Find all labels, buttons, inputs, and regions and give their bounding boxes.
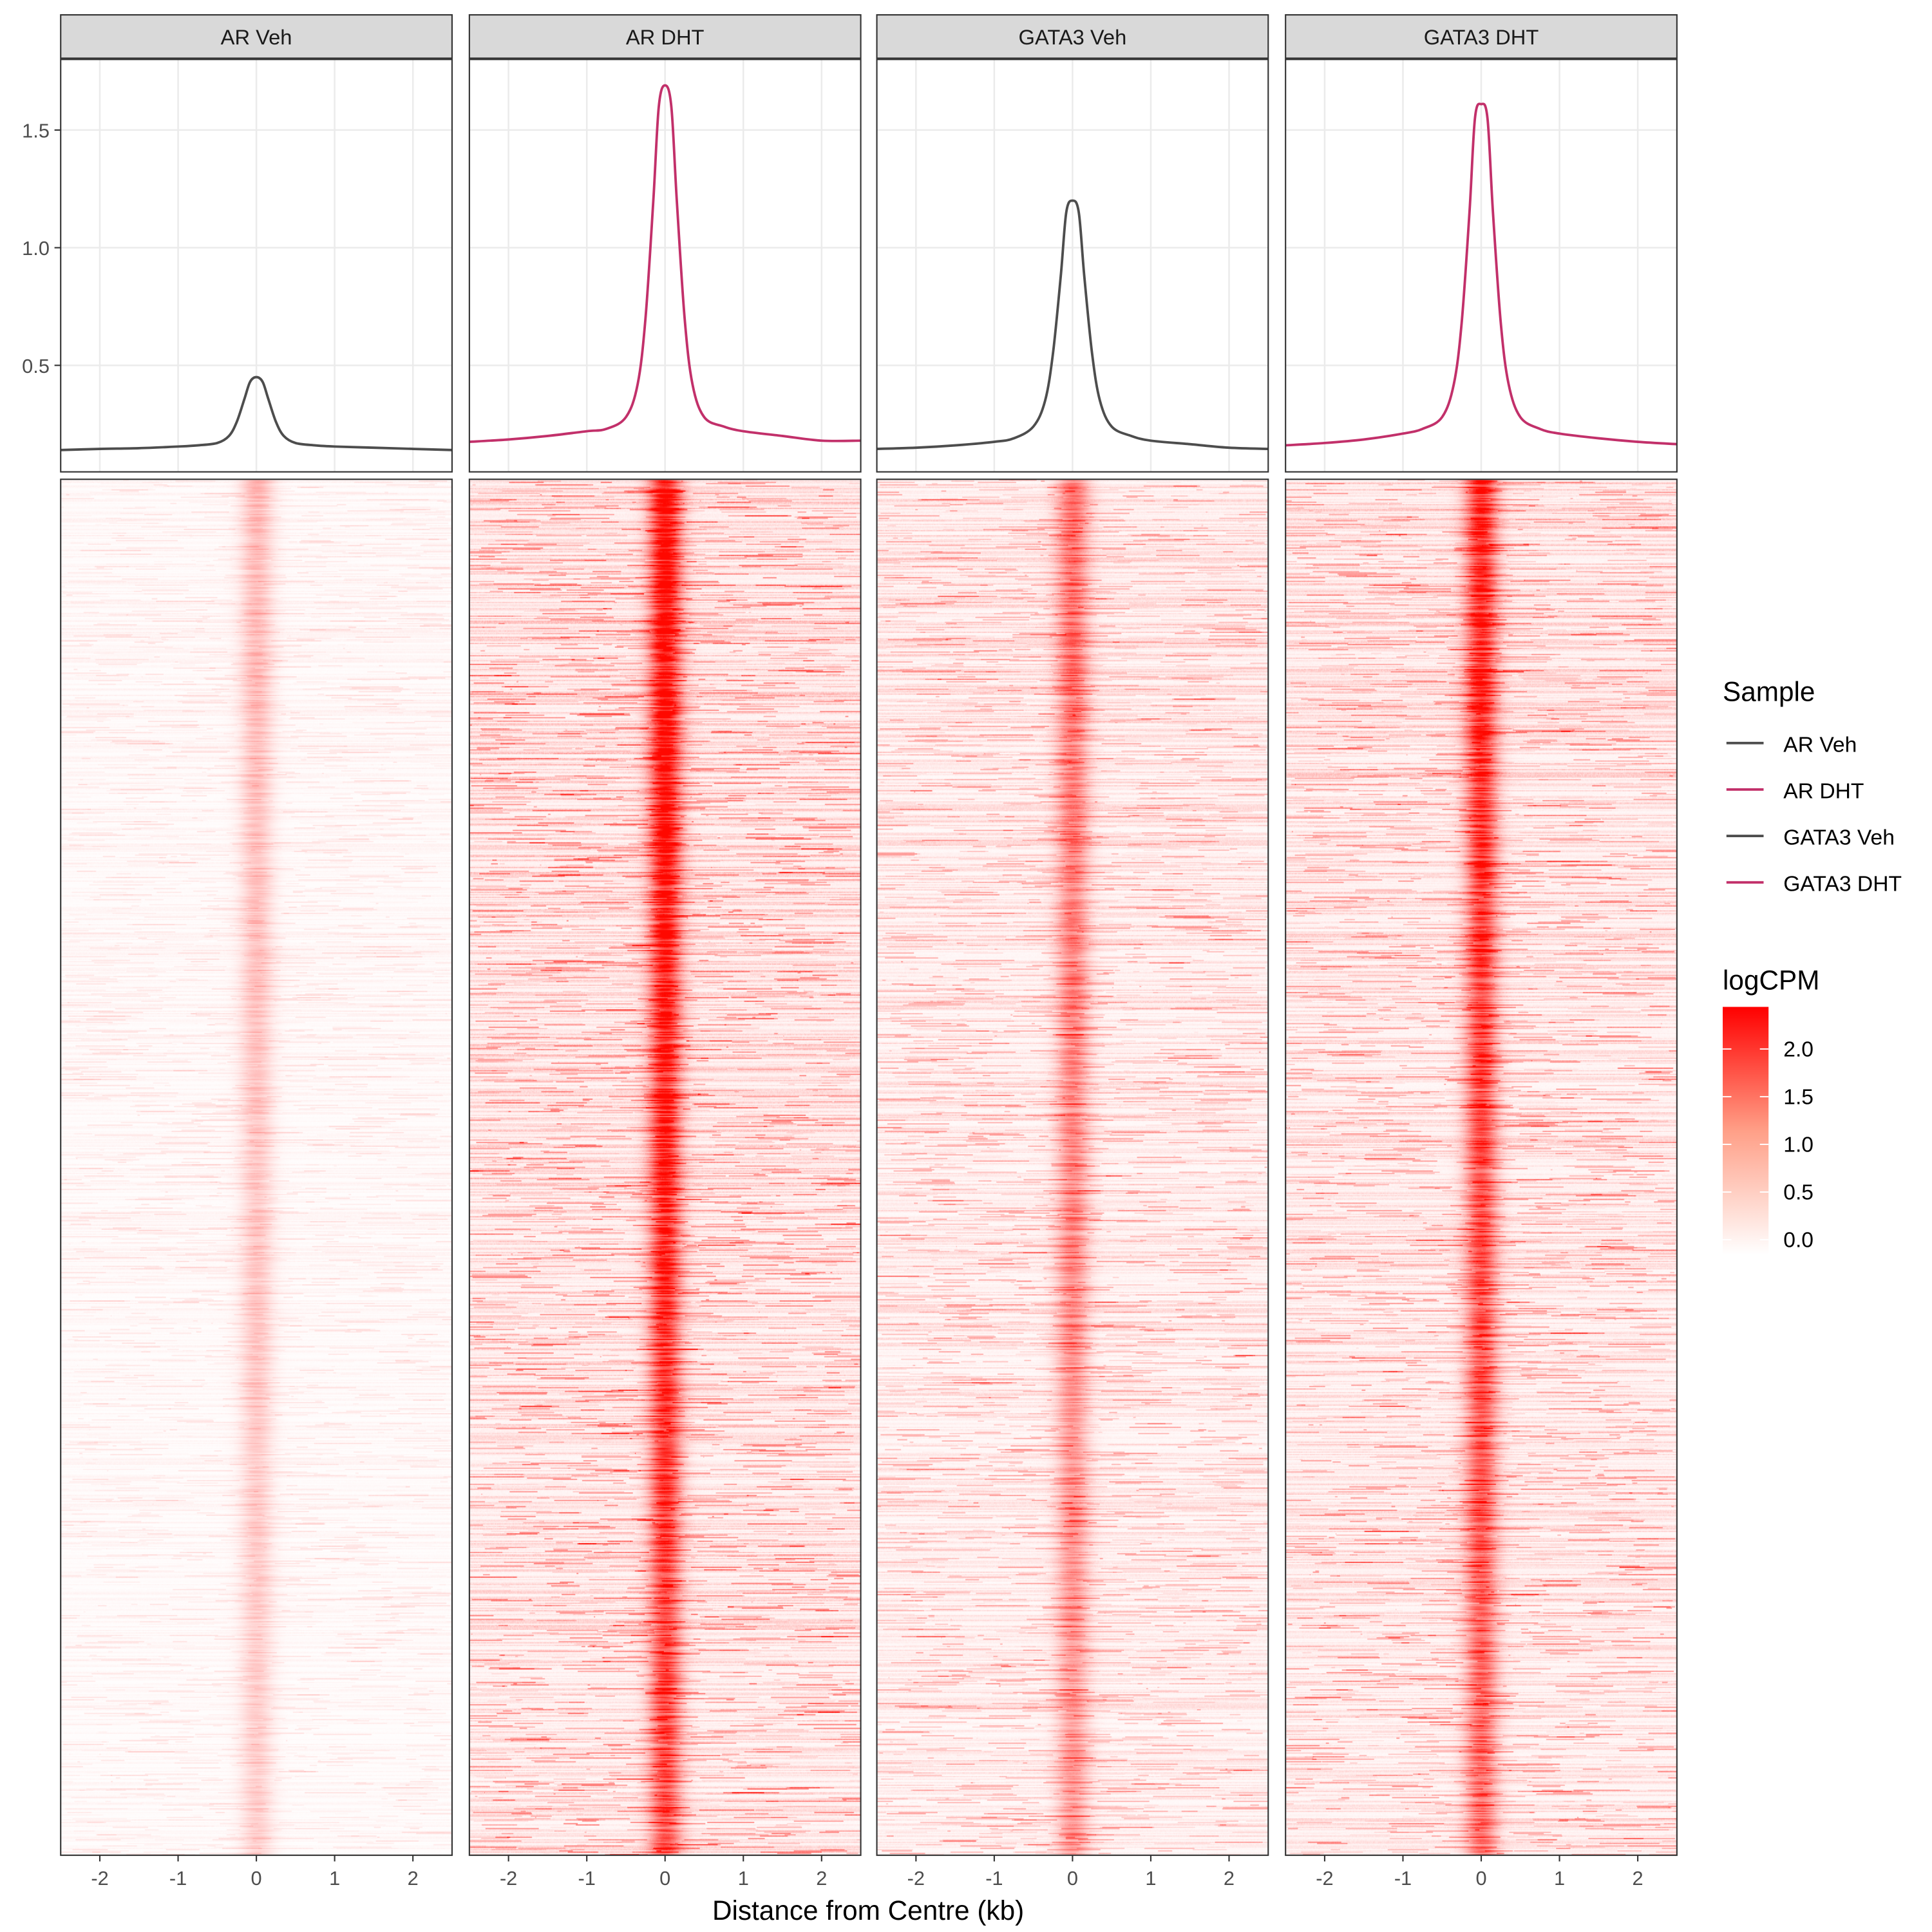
strip-gata3-veh bbox=[876, 14, 1269, 59]
strip-label: AR Veh bbox=[221, 25, 292, 49]
x-tick-label: 1 bbox=[1145, 1867, 1156, 1889]
legend-label: AR Veh bbox=[1783, 733, 1857, 757]
strip-label: GATA3 Veh bbox=[1019, 25, 1127, 49]
x-tick-label: -1 bbox=[169, 1867, 187, 1889]
x-tick-label: 0 bbox=[251, 1867, 262, 1889]
x-axis-title: Distance from Centre (kb) bbox=[712, 1895, 1024, 1926]
x-tick-label: 1 bbox=[738, 1867, 749, 1889]
x-tick-label: -1 bbox=[985, 1867, 1003, 1889]
heatmap-ar-dht bbox=[469, 479, 861, 1855]
profile-line-gata3-dht bbox=[1285, 102, 1677, 447]
heatmap-panel-border bbox=[876, 478, 1269, 1856]
colorbar-label: 0.0 bbox=[1783, 1229, 1814, 1253]
strip-label: GATA3 DHT bbox=[1424, 25, 1539, 49]
strip-label: AR DHT bbox=[626, 25, 705, 49]
legend-title: Sample bbox=[1723, 676, 1815, 706]
colorbar-label: 0.5 bbox=[1783, 1181, 1814, 1205]
x-tick-label: 1 bbox=[329, 1867, 340, 1889]
heatmap-panel-border bbox=[468, 478, 862, 1856]
y-tick-label: 1.0 bbox=[22, 237, 50, 260]
x-tick-label: 0 bbox=[1475, 1867, 1486, 1889]
x-tick-label: 2 bbox=[1224, 1867, 1235, 1889]
x-tick-label: -2 bbox=[1316, 1867, 1333, 1889]
y-tick-label: 0.5 bbox=[22, 355, 50, 377]
x-tick-label: 2 bbox=[816, 1867, 827, 1889]
profile-panel-border bbox=[468, 59, 862, 473]
strip-ar-dht bbox=[468, 14, 862, 59]
legend-label: GATA3 Veh bbox=[1783, 826, 1895, 850]
x-tick-label: 1 bbox=[1554, 1867, 1565, 1889]
heatmap-panel-border bbox=[1285, 478, 1678, 1856]
x-tick-label: 2 bbox=[408, 1867, 419, 1889]
x-tick-label: 0 bbox=[1067, 1867, 1078, 1889]
x-tick-label: 2 bbox=[1633, 1867, 1643, 1889]
x-tick-label: -1 bbox=[578, 1867, 595, 1889]
colorbar bbox=[1723, 1007, 1769, 1255]
profile-panel-border bbox=[876, 59, 1269, 473]
profile-line-ar-dht bbox=[469, 84, 861, 443]
profile-line-ar-veh bbox=[61, 375, 452, 451]
x-tick-label: -2 bbox=[91, 1867, 108, 1889]
colorbar-label: 1.0 bbox=[1783, 1133, 1814, 1157]
y-tick-label: 1.5 bbox=[22, 119, 50, 142]
x-tick-label: -2 bbox=[907, 1867, 925, 1889]
heatmap-panel-border bbox=[60, 478, 453, 1856]
colorbar-label: 1.5 bbox=[1783, 1085, 1814, 1109]
profile-panel-border bbox=[60, 59, 453, 473]
strip-gata3-dht bbox=[1285, 14, 1678, 59]
profile-panel-border bbox=[1285, 59, 1678, 473]
colorbar-title: logCPM bbox=[1723, 965, 1819, 996]
legend-label: GATA3 DHT bbox=[1783, 873, 1902, 896]
heatmap-gata3-veh bbox=[876, 479, 1269, 1855]
x-tick-label: -1 bbox=[1394, 1867, 1412, 1889]
colorbar-label: 2.0 bbox=[1783, 1037, 1814, 1061]
strip-ar-veh bbox=[60, 14, 453, 59]
x-tick-label: 0 bbox=[659, 1867, 670, 1889]
heatmap-gata3-dht bbox=[1285, 479, 1677, 1855]
legend-label: AR DHT bbox=[1783, 779, 1864, 803]
heatmap-ar-veh bbox=[61, 479, 452, 1855]
x-tick-label: -2 bbox=[500, 1867, 517, 1889]
profile-line-gata3-veh bbox=[876, 199, 1269, 450]
